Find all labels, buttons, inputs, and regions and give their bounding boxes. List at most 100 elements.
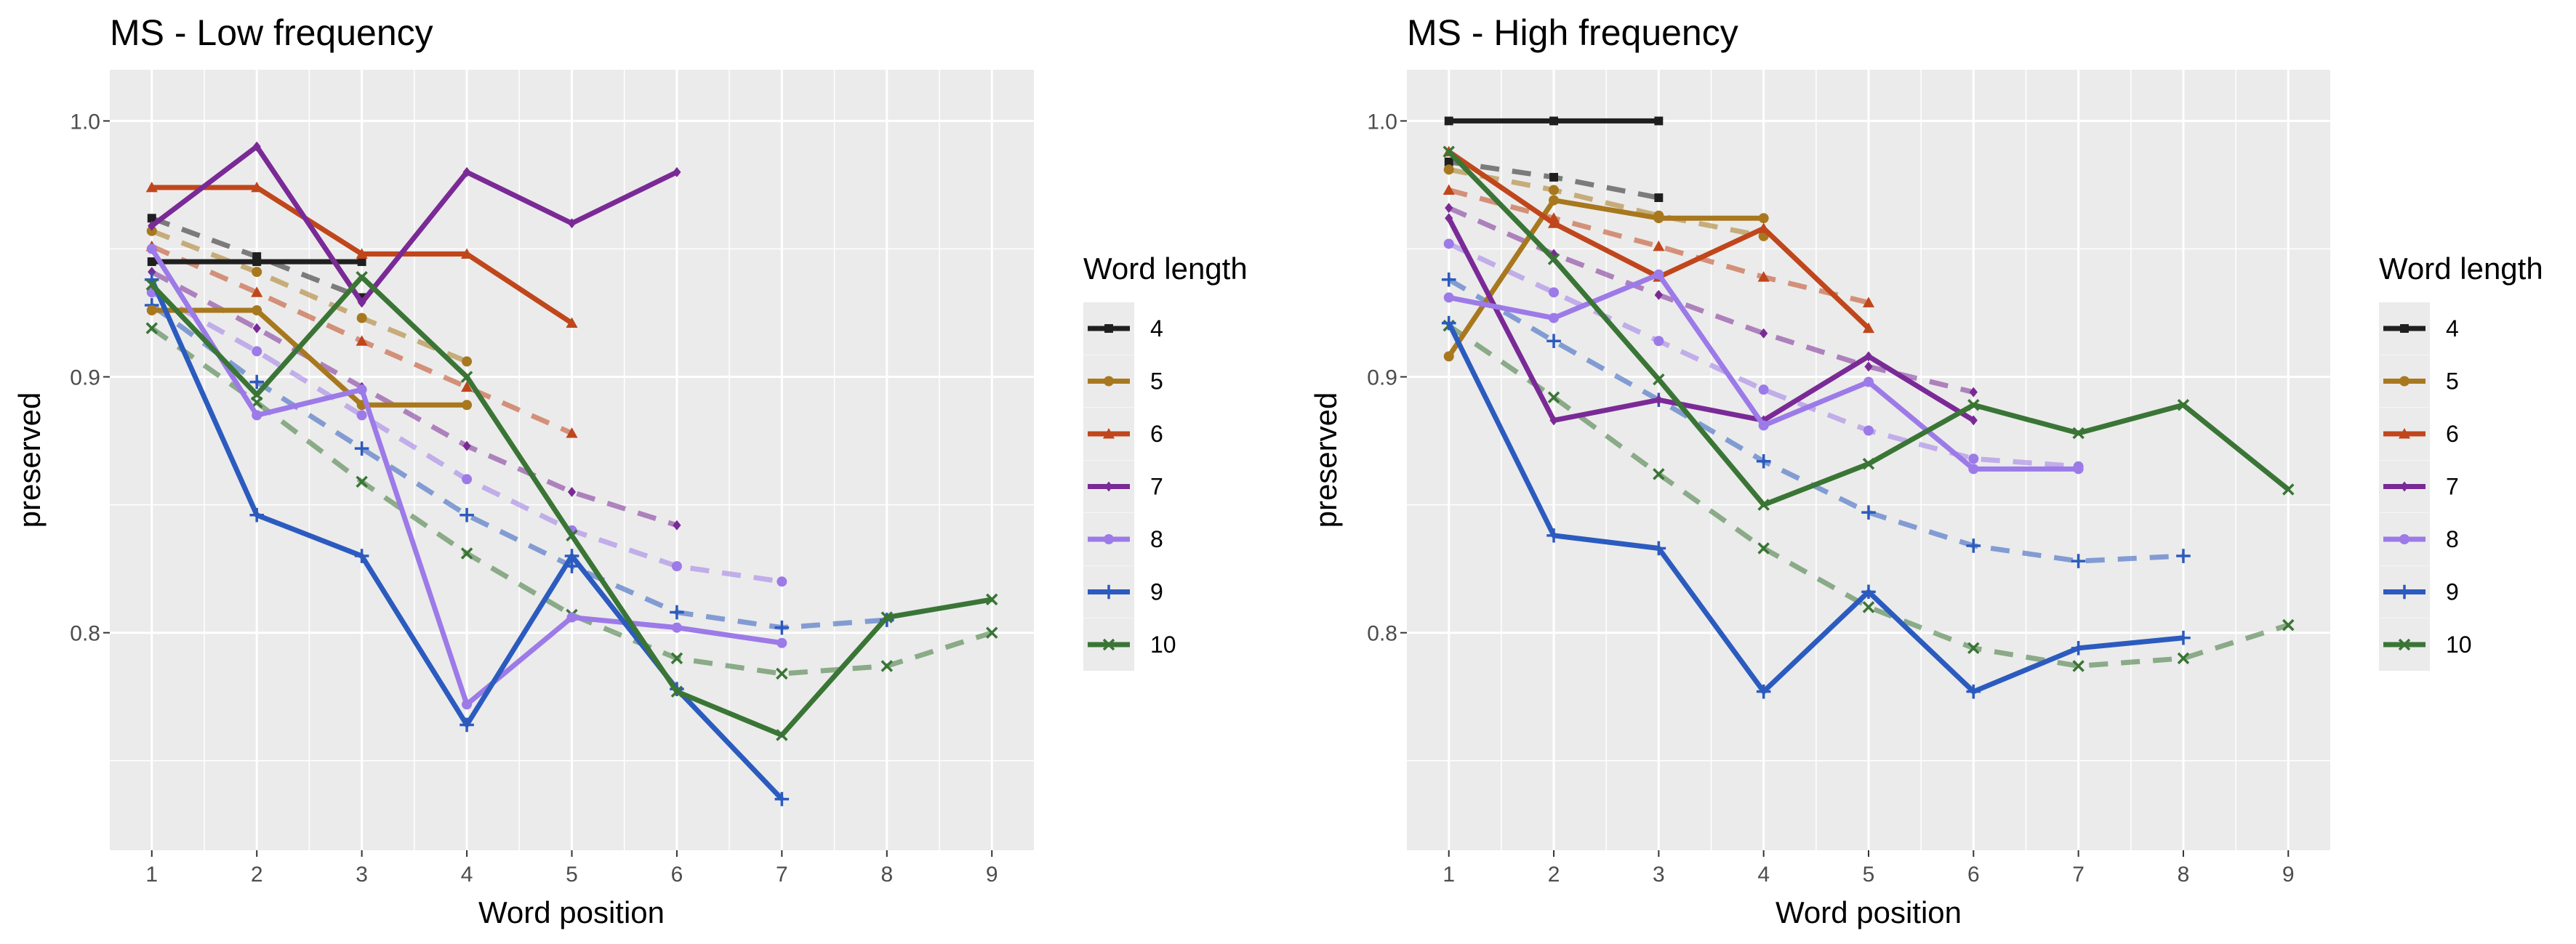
data-point-dashed xyxy=(1653,336,1664,347)
data-point-solid xyxy=(1549,312,1560,323)
series-6-solid xyxy=(145,181,578,328)
data-point-dashed xyxy=(1757,542,1770,554)
data-point-dashed xyxy=(252,323,261,334)
x-tick-label: 6 xyxy=(671,863,683,887)
data-point-dashed xyxy=(985,626,998,639)
data-point-solid xyxy=(1757,499,1770,511)
data-point-dashed xyxy=(1443,164,1454,175)
legend-label: 10 xyxy=(2446,632,2472,658)
x-tick-label: 1 xyxy=(145,863,158,887)
data-point-solid xyxy=(1758,420,1769,431)
legend-key-marker xyxy=(1104,376,1114,387)
legend-key-marker xyxy=(2397,584,2412,600)
series-10-solid xyxy=(1443,145,2295,511)
x-tick-label: 3 xyxy=(356,863,368,887)
data-point-dashed xyxy=(251,286,263,297)
x-tick-label: 9 xyxy=(986,863,998,887)
data-point-solid xyxy=(356,248,368,259)
data-point-solid xyxy=(1863,376,1874,387)
data-point-dashed xyxy=(148,267,156,278)
data-point-solid xyxy=(1967,399,1980,411)
legend-label: 10 xyxy=(1150,632,1176,658)
x-tick-label: 7 xyxy=(776,863,788,887)
legend-label: 8 xyxy=(2446,526,2459,552)
x-tick-label: 4 xyxy=(1757,863,1770,887)
data-point-solid xyxy=(1443,145,1455,158)
data-point-dashed xyxy=(1966,538,1981,553)
data-point-solid xyxy=(1443,292,1454,303)
legend-key-marker xyxy=(1104,481,1113,492)
data-point-solid xyxy=(462,400,473,411)
series-5-solid xyxy=(1443,195,1769,362)
data-point-solid xyxy=(1546,528,1561,543)
data-point-dashed xyxy=(356,335,368,346)
data-point-solid xyxy=(1654,116,1664,126)
series-group xyxy=(144,141,998,807)
data-point-solid xyxy=(147,257,156,267)
series-line-solid xyxy=(1446,198,1764,358)
data-point-dashed xyxy=(2282,618,2295,632)
data-point-solid xyxy=(1966,684,1981,699)
series-8-solid xyxy=(1443,269,2084,475)
data-point-dashed xyxy=(356,312,367,323)
data-point-solid xyxy=(356,384,367,395)
data-point-solid xyxy=(461,248,473,259)
legend-label: 6 xyxy=(1150,421,1163,447)
data-point-solid xyxy=(250,388,263,401)
legend-key-marker xyxy=(2400,324,2409,333)
data-point-solid xyxy=(566,317,578,328)
data-point-solid xyxy=(777,637,787,648)
x-tick-label: 2 xyxy=(251,863,263,887)
legend-title: Word length xyxy=(2379,251,2543,286)
x-tick-label: 8 xyxy=(2178,863,2190,887)
data-point-dashed xyxy=(462,440,471,451)
data-point-solid xyxy=(1443,351,1454,362)
legend-item-7: 7 xyxy=(1083,460,1163,513)
data-point-solid xyxy=(1549,415,1558,426)
data-point-dashed xyxy=(1758,384,1769,395)
data-point-dashed xyxy=(1443,184,1455,195)
data-point-dashed xyxy=(1967,642,1980,655)
series-4-dashed xyxy=(147,214,366,302)
data-point-solid xyxy=(880,611,894,624)
data-point-dashed xyxy=(146,225,157,236)
data-point-solid xyxy=(1549,195,1560,206)
data-point-dashed xyxy=(147,214,156,223)
data-point-solid xyxy=(566,529,578,542)
data-point-dashed xyxy=(1969,387,1978,398)
data-point-solid xyxy=(145,278,159,291)
legend-item-9: 9 xyxy=(1083,565,1163,618)
data-point-dashed xyxy=(673,520,681,531)
series-7-solid xyxy=(148,141,681,308)
data-point-solid xyxy=(1757,222,1770,233)
data-point-dashed xyxy=(1445,203,1453,214)
data-point-dashed xyxy=(567,487,577,498)
data-point-solid xyxy=(460,717,474,733)
data-point-solid xyxy=(2177,399,2190,411)
legend-item-8: 8 xyxy=(2379,513,2459,565)
chart-title: MS - High frequency xyxy=(1407,12,1738,53)
legend-label: 9 xyxy=(2446,579,2459,605)
data-point-solid xyxy=(1968,464,1979,475)
data-point-solid xyxy=(1654,395,1663,406)
data-point-dashed xyxy=(1862,296,1875,307)
x-tick-label: 4 xyxy=(461,863,473,887)
data-point-dashed xyxy=(461,381,473,392)
series-line-dashed xyxy=(151,270,678,528)
legend-item-6: 6 xyxy=(1083,408,1163,460)
data-point-dashed xyxy=(670,605,684,620)
x-tick-label: 8 xyxy=(880,863,893,887)
legend-item-5: 5 xyxy=(2379,355,2459,408)
data-point-solid xyxy=(2071,641,2086,655)
data-point-dashed xyxy=(354,441,369,456)
legend: Word length 4 5 6 7 8 9 10 xyxy=(2379,251,2543,671)
data-point-solid xyxy=(1547,253,1560,265)
data-point-solid xyxy=(1864,351,1873,362)
data-point-solid xyxy=(671,622,682,633)
data-point-dashed xyxy=(1653,240,1665,251)
data-point-dashed xyxy=(460,547,473,560)
x-tick-label: 5 xyxy=(566,863,578,887)
series-4-solid xyxy=(1444,116,1664,126)
x-tick-label: 6 xyxy=(1967,863,1980,887)
data-point-solid xyxy=(1756,684,1771,699)
